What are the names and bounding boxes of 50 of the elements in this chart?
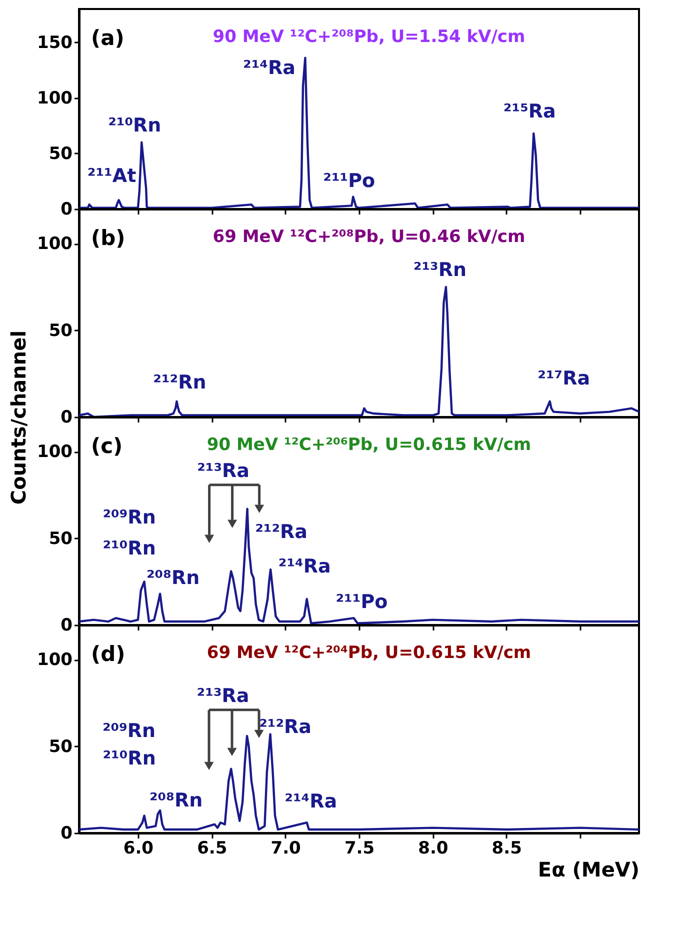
annotation: ²¹³Ra: [197, 460, 250, 482]
x-tick-label: 7.5: [344, 838, 375, 858]
annotation: ²⁰⁹Rn: [102, 720, 156, 742]
annotation: ²¹¹Po: [336, 591, 388, 614]
annotation: ²¹⁷Ra: [538, 367, 590, 390]
y-tick-label: 100: [37, 442, 73, 462]
annotation: ²¹⁰Rn: [108, 114, 162, 136]
annotation: ²⁰⁹Rn: [102, 506, 156, 529]
y-tick-label: 0: [60, 408, 73, 428]
annotation: ²¹²Ra: [255, 520, 308, 543]
annotation: ²¹⁰Rn: [102, 748, 156, 770]
y-tick-label: 150: [37, 32, 73, 53]
x-axis-title: Eα (MeV): [538, 858, 640, 882]
y-tick-label: 100: [37, 234, 73, 254]
y-tick-label: 0: [60, 616, 73, 636]
annotation: ²¹⁰Rn: [102, 538, 156, 560]
text: 90 MeV ¹²C+²⁰⁶Pb, U=0.615 kV/cm: [206, 435, 532, 455]
text: 69 MeV ¹²C+²⁰⁴Pb, U=0.615 kV/cm: [206, 643, 532, 663]
annotation: ²¹⁵Ra: [503, 100, 556, 122]
annotation: ²¹¹Po: [323, 170, 376, 192]
annotation: ²¹⁴Ra: [243, 56, 296, 79]
annotation: ²¹²Ra: [259, 716, 312, 738]
annotation: ²¹³Ra: [196, 684, 250, 707]
annotation: ²⁰⁸Rn: [149, 789, 203, 812]
text: 90 MeV ¹²C+²⁰⁸Pb, U=1.54 kV/cm: [212, 27, 526, 47]
annotation: ²¹⁴Ra: [278, 556, 331, 578]
annotation: (a): [91, 26, 124, 50]
annotation: ²¹¹At: [87, 165, 136, 188]
x-tick-label: 8.5: [492, 838, 522, 858]
y-tick-label: 50: [48, 320, 73, 341]
annotation: (c): [91, 434, 123, 458]
y-tick-label: 50: [48, 144, 73, 164]
x-tick-label: 8.0: [418, 838, 448, 858]
y-axis-title: Counts/channel: [6, 330, 30, 505]
annotation: (d): [91, 642, 126, 666]
y-tick-label: 50: [48, 528, 73, 549]
annotation: ²¹⁴Ra: [284, 790, 338, 813]
annotation: ²⁰⁸Rn: [146, 566, 200, 589]
x-tick-label: 6.0: [123, 838, 154, 858]
y-tick-label: 100: [37, 88, 73, 108]
text: 69 MeV ¹²C+²⁰⁸Pb, U=0.46 kV/cm: [212, 227, 526, 247]
annotation: (b): [91, 226, 126, 250]
x-tick-label: 6.5: [197, 838, 228, 858]
annotation: ²¹²Rn: [153, 371, 206, 394]
y-tick-label: 0: [60, 200, 73, 220]
x-tick-label: 7.0: [270, 838, 302, 858]
y-tick-label: 50: [48, 736, 73, 757]
y-tick-label: 0: [60, 824, 73, 844]
y-tick-label: 100: [37, 650, 73, 670]
annotation: ²¹³Rn: [413, 259, 467, 281]
